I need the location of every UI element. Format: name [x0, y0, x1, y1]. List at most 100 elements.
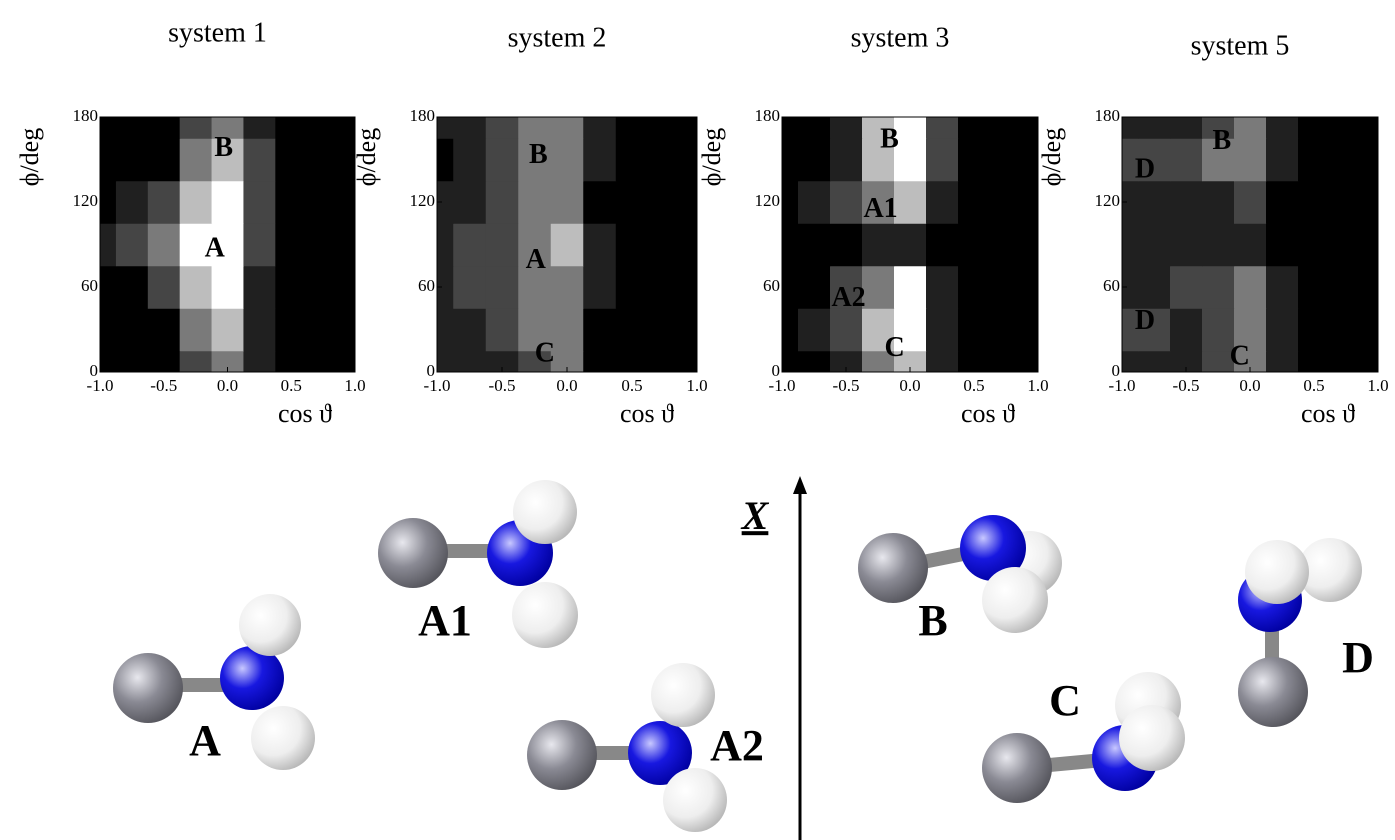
y-tick-label: 120	[1095, 191, 1121, 210]
contour-cell	[212, 181, 244, 224]
contour-cell	[1330, 308, 1363, 351]
contour-cell	[1330, 181, 1363, 224]
x-tick-label: 0.5	[281, 376, 302, 395]
contour-cell	[1170, 138, 1203, 181]
contour-cell	[1330, 223, 1363, 266]
axis-label: X	[740, 493, 770, 538]
x-tick-label: 0.0	[217, 376, 238, 395]
region-label: A	[526, 244, 547, 275]
contour-cell	[307, 181, 339, 224]
contour-cell	[1170, 223, 1203, 266]
contour-cell	[307, 223, 339, 266]
atom	[651, 663, 715, 727]
contour-cell	[551, 308, 584, 351]
y-tick-label: 0	[772, 361, 781, 380]
contour-field	[766, 96, 1055, 394]
contour-cell	[551, 138, 584, 181]
contour-cell	[453, 266, 486, 309]
x-axis-label: cos ϑ	[620, 399, 674, 428]
contour-cell	[116, 308, 148, 351]
contour-cell	[1202, 181, 1235, 224]
contour-cell	[958, 181, 991, 224]
region-label: A2	[831, 282, 865, 313]
y-axis-label: ϕ/deg	[15, 128, 44, 186]
contour-cell	[616, 181, 649, 224]
contour-cell	[958, 308, 991, 351]
molecule-label: A1	[418, 596, 472, 645]
x-tick-label: 1.0	[344, 376, 365, 395]
x-tick-label: 0.0	[556, 376, 577, 395]
contour-cell	[307, 138, 339, 181]
x-tick-label: -0.5	[150, 376, 177, 395]
contour-cell	[616, 223, 649, 266]
contour-cell	[1266, 223, 1299, 266]
contour-cell	[1234, 223, 1267, 266]
chart-title: system 2	[508, 22, 607, 53]
x-tick-label: 0.5	[963, 376, 984, 395]
contour-cell	[243, 138, 275, 181]
y-tick-label: 0	[90, 361, 99, 380]
region-label: B	[214, 132, 233, 163]
contour-cell	[116, 138, 148, 181]
contour-cell	[275, 181, 307, 224]
contour-field	[421, 96, 714, 394]
atom	[663, 768, 727, 832]
contour-cell	[275, 266, 307, 309]
x-tick-label: 1.0	[1367, 376, 1388, 395]
x-axis-label: cos ϑ	[961, 399, 1015, 428]
contour-cell	[648, 138, 681, 181]
contour-cell	[1170, 308, 1203, 351]
y-tick-label: 180	[410, 106, 436, 125]
contour-cell	[1330, 138, 1363, 181]
contour-cell	[1138, 266, 1171, 309]
contour-cell	[1234, 266, 1267, 309]
figure: A A1 A2 X B C D system 1-1.0-0.50.00.51.…	[0, 0, 1395, 840]
contour-cell	[148, 223, 180, 266]
contour-cell	[990, 181, 1023, 224]
contour-cell	[148, 138, 180, 181]
contour-cell	[798, 266, 831, 309]
chart-title: system 5	[1191, 30, 1290, 61]
x-tick-label: -0.5	[1173, 376, 1200, 395]
contour-cell	[1138, 223, 1171, 266]
contour-cell	[830, 138, 863, 181]
molecule-label: A2	[710, 721, 764, 770]
x-axis-label: cos ϑ	[1301, 399, 1355, 428]
contour-cell	[453, 181, 486, 224]
atom	[858, 533, 928, 603]
contour-cell	[583, 266, 616, 309]
contour-cell	[894, 138, 927, 181]
x-tick-label: 0.5	[1303, 376, 1324, 395]
contour-cell	[1266, 308, 1299, 351]
y-tick-label: 120	[410, 191, 436, 210]
y-tick-label: 60	[1103, 276, 1120, 295]
region-label: C	[1230, 340, 1250, 371]
contour-cell	[116, 266, 148, 309]
y-tick-label: 60	[763, 276, 780, 295]
contour-cell	[798, 138, 831, 181]
y-tick-label: 0	[1112, 361, 1121, 380]
molecule-diagram: A A1 A2 X B C D	[113, 476, 1374, 840]
contour-cell	[307, 308, 339, 351]
contour-cell	[1298, 181, 1331, 224]
atom	[239, 594, 301, 656]
contour-cell	[616, 138, 649, 181]
contour-cell	[243, 181, 275, 224]
contour-cell	[116, 223, 148, 266]
y-tick-label: 180	[73, 106, 99, 125]
contour-cell	[1298, 308, 1331, 351]
contour-cell	[926, 181, 959, 224]
contour-cell	[1234, 181, 1267, 224]
contour-cell	[1202, 223, 1235, 266]
contour-cell	[1330, 266, 1363, 309]
contour-cell	[648, 223, 681, 266]
region-label: A1	[863, 193, 897, 224]
contour-cell	[990, 138, 1023, 181]
contour-cell	[551, 266, 584, 309]
contour-cell	[180, 181, 212, 224]
y-axis-label: ϕ/deg	[352, 128, 381, 186]
contour-cell	[486, 266, 519, 309]
region-label: A	[205, 233, 226, 264]
contour-cell	[212, 266, 244, 309]
contour-cell	[1202, 266, 1235, 309]
